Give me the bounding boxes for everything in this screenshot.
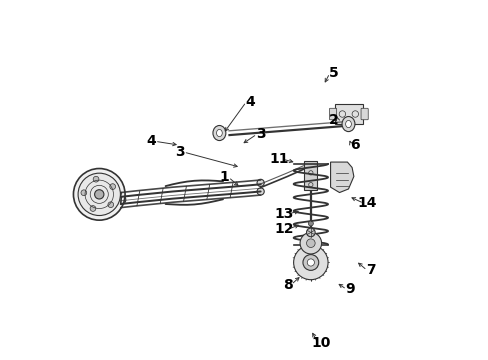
Circle shape [293,245,327,280]
Circle shape [303,255,318,270]
Circle shape [300,233,321,254]
Text: 4: 4 [244,95,254,109]
Text: 10: 10 [311,336,330,350]
Ellipse shape [341,117,354,132]
Circle shape [110,184,115,189]
Circle shape [90,206,96,211]
Circle shape [116,195,125,205]
Circle shape [306,228,314,237]
Circle shape [73,168,125,220]
Text: 2: 2 [328,113,338,127]
Text: 9: 9 [345,282,354,296]
Text: 7: 7 [365,264,375,277]
Text: 1: 1 [220,170,229,184]
Text: 13: 13 [274,207,293,221]
Circle shape [306,239,314,247]
Circle shape [93,176,99,182]
Circle shape [257,179,264,186]
Text: 5: 5 [328,66,338,80]
Polygon shape [330,162,353,193]
FancyBboxPatch shape [329,108,336,120]
Text: 6: 6 [349,138,359,152]
Text: 11: 11 [268,152,288,166]
Text: 4: 4 [146,134,156,148]
Ellipse shape [345,121,351,128]
Text: 14: 14 [357,196,376,210]
FancyBboxPatch shape [304,161,317,190]
Text: 8: 8 [282,278,292,292]
Circle shape [308,221,313,226]
Circle shape [257,188,264,195]
Ellipse shape [212,126,225,140]
FancyBboxPatch shape [360,108,367,120]
Circle shape [78,173,120,216]
FancyBboxPatch shape [334,104,362,124]
Circle shape [81,190,86,195]
Ellipse shape [216,130,222,136]
Circle shape [94,190,103,199]
Circle shape [306,259,314,266]
Text: 3: 3 [175,145,184,159]
Text: 3: 3 [255,127,265,141]
Circle shape [108,202,113,208]
Text: 12: 12 [274,222,293,237]
